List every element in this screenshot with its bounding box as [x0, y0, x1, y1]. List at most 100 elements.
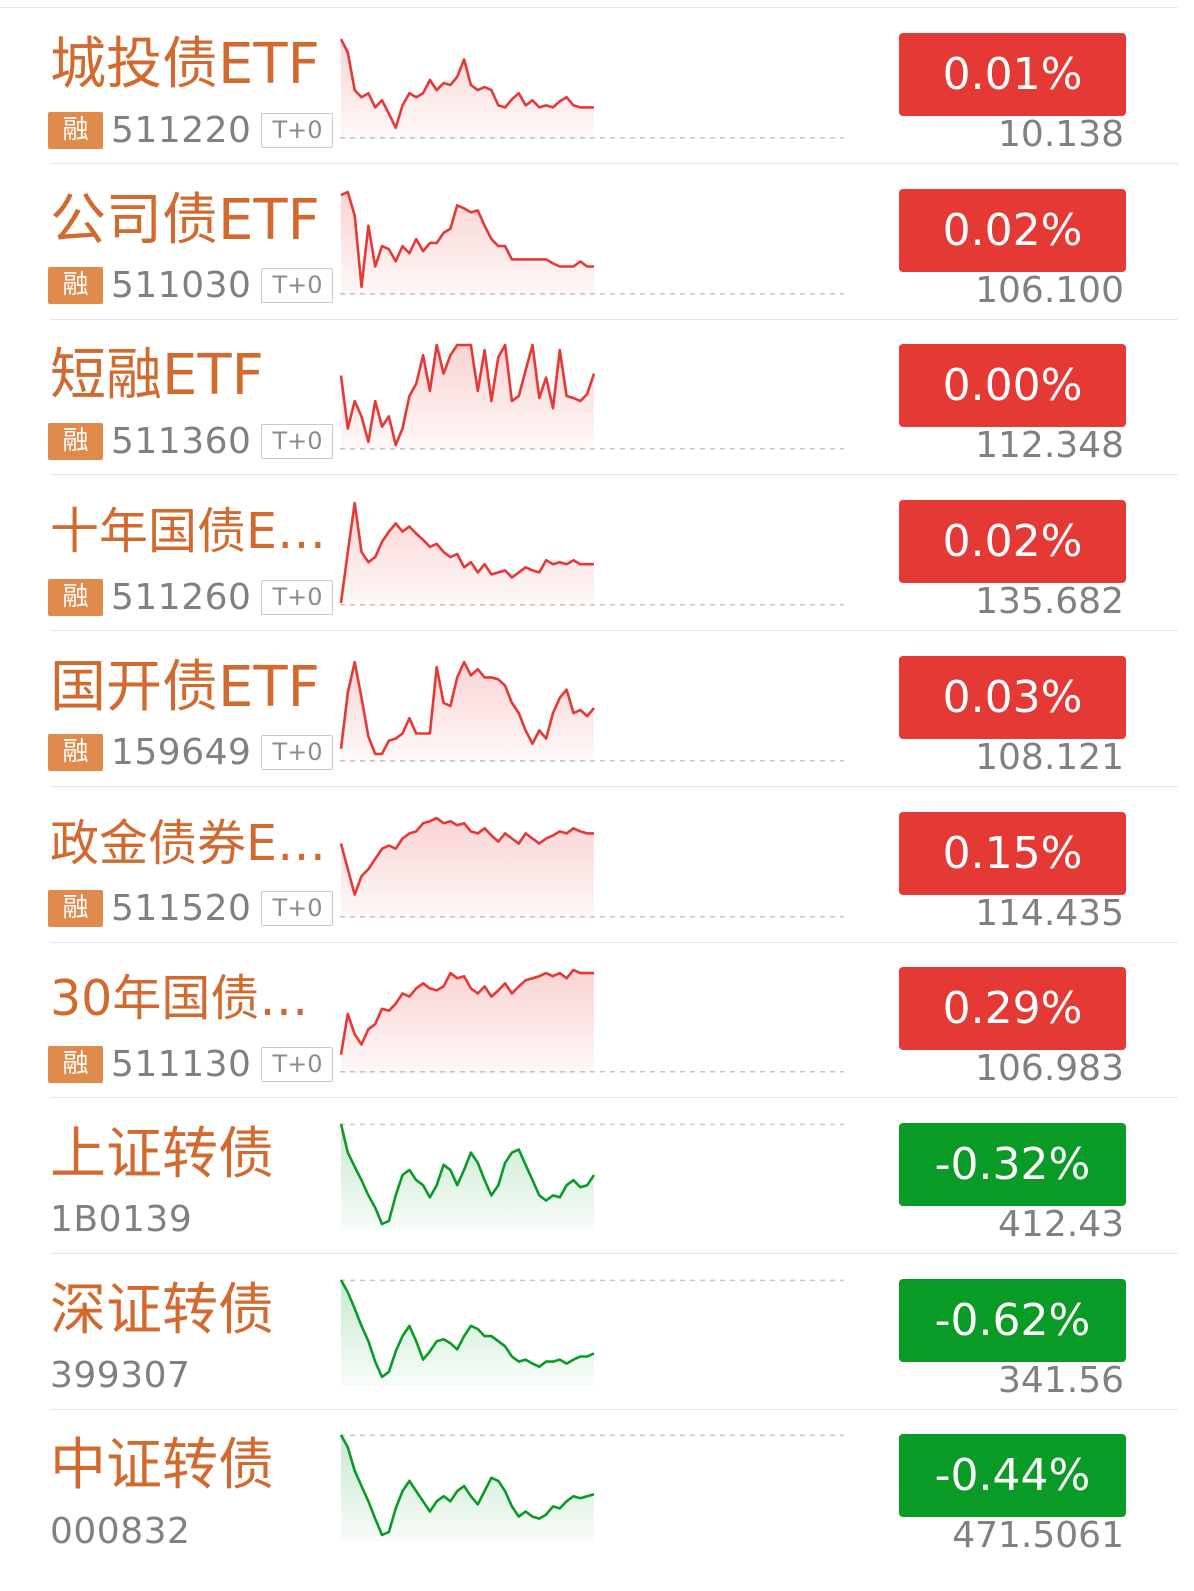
- top-divider: [0, 7, 1178, 8]
- quote-row[interactable]: 中证转债 000832 -0.44% 471.5061: [0, 1409, 1178, 1565]
- security-name: 政金债券ETF: [50, 814, 334, 872]
- margin-badge: 融: [48, 111, 103, 149]
- sparkline-area: [341, 817, 594, 919]
- security-code: 511030: [111, 265, 252, 307]
- security-name: 国开债ETF: [50, 654, 320, 720]
- security-code: 1B0139: [50, 1199, 193, 1241]
- intraday-sparkline: [339, 816, 844, 919]
- quote-row[interactable]: 国开债ETF 融 159649 T+0 0.03% 108.121: [0, 631, 1178, 787]
- last-price: 114.435: [975, 892, 1124, 934]
- sparkline-area: [341, 191, 594, 296]
- security-code: 511520: [111, 888, 252, 929]
- security-meta: 融 511030 T+0: [48, 265, 334, 307]
- quote-row[interactable]: 深证转债 399307 -0.62% 341.56: [0, 1254, 1178, 1410]
- change-percent-badge: 0.02%: [899, 500, 1126, 584]
- last-price: 106.983: [975, 1048, 1124, 1090]
- security-meta: 融 511520 T+0: [48, 888, 334, 929]
- sparkline-line: [340, 190, 594, 288]
- sparkline-line: [339, 38, 594, 130]
- intraday-sparkline: [339, 1434, 844, 1542]
- intraday-sparkline: [339, 1123, 844, 1230]
- change-percent-badge: 0.01%: [899, 33, 1126, 116]
- margin-badge: 融: [48, 422, 103, 460]
- sparkline-area: [341, 1123, 594, 1230]
- last-price: 471.5061: [952, 1515, 1124, 1557]
- t0-tag: T+0: [261, 423, 334, 459]
- intraday-sparkline: [340, 190, 844, 296]
- security-code: 511360: [111, 420, 252, 462]
- security-name: 30年国债ET...: [50, 970, 334, 1028]
- margin-badge: 融: [48, 1045, 103, 1083]
- margin-badge: 融: [48, 267, 103, 305]
- sparkline-line: [339, 1434, 595, 1537]
- security-meta: 融 511220 T+0: [48, 110, 334, 151]
- sparkline-area: [341, 970, 594, 1075]
- intraday-sparkline: [339, 660, 844, 763]
- sparkline-area: [341, 345, 594, 452]
- intraday-sparkline: [339, 38, 844, 140]
- security-code: 511130: [111, 1043, 252, 1085]
- sparkline-area: [341, 503, 594, 608]
- row-divider: [50, 785, 1178, 787]
- row-divider: [50, 318, 1178, 320]
- security-name: 中证转债: [50, 1433, 274, 1499]
- quote-row[interactable]: 城投债ETF 融 511220 T+0 0.01% 10.138: [0, 8, 1178, 164]
- change-percent-badge: 0.03%: [899, 655, 1126, 739]
- quote-row[interactable]: 十年国债ETF 融 511260 T+0 0.02% 135.682: [0, 475, 1178, 632]
- margin-badge: 融: [48, 734, 103, 772]
- security-name: 上证转债: [50, 1121, 274, 1187]
- change-percent-badge: 0.15%: [899, 811, 1126, 895]
- row-divider: [50, 1252, 1178, 1254]
- security-code: 511260: [111, 576, 252, 618]
- last-price: 10.138: [998, 114, 1124, 155]
- t0-tag: T+0: [261, 1046, 334, 1082]
- quote-row[interactable]: 公司债ETF 融 511030 T+0 0.02% 106.100: [0, 164, 1178, 320]
- intraday-sparkline: [339, 968, 844, 1075]
- t0-tag: T+0: [261, 579, 334, 615]
- security-meta: 融 511130 T+0: [48, 1043, 334, 1085]
- quote-row[interactable]: 短融ETF 融 511360 T+0 0.00% 112.348: [0, 319, 1178, 476]
- row-divider: [50, 1408, 1178, 1410]
- change-percent-badge: -0.44%: [899, 1434, 1126, 1518]
- row-divider: [50, 1097, 1178, 1099]
- row-divider: [50, 630, 1178, 632]
- security-meta: 融 159649 T+0: [48, 732, 334, 774]
- sparkline-area: [341, 1435, 594, 1542]
- t0-tag: T+0: [261, 735, 334, 771]
- last-price: 112.348: [975, 425, 1124, 467]
- sparkline-line: [339, 816, 594, 896]
- security-name: 深证转债: [50, 1277, 274, 1343]
- security-name: 城投债ETF: [50, 32, 320, 97]
- sparkline-line: [339, 501, 594, 604]
- security-meta: 399307: [48, 1355, 200, 1397]
- change-percent-badge: -0.32%: [899, 1122, 1126, 1206]
- intraday-sparkline: [339, 344, 844, 452]
- sparkline-line: [339, 1278, 595, 1378]
- sparkline-line: [339, 968, 594, 1056]
- sparkline-area: [341, 661, 594, 763]
- last-price: 108.121: [975, 736, 1124, 778]
- security-meta: 融 511260 T+0: [48, 576, 334, 618]
- security-code: 399307: [50, 1355, 191, 1397]
- sparkline-line: [339, 344, 596, 447]
- change-percent-badge: -0.62%: [899, 1278, 1126, 1362]
- quote-row[interactable]: 政金债券ETF 融 511520 T+0 0.15% 114.435: [0, 787, 1178, 943]
- margin-badge: 融: [48, 890, 103, 927]
- change-percent-badge: 0.29%: [899, 967, 1126, 1051]
- quote-row[interactable]: 30年国债ET... 融 511130 T+0 0.29% 106.983: [0, 942, 1178, 1099]
- intraday-sparkline: [339, 1278, 844, 1386]
- last-price: 106.100: [975, 269, 1124, 311]
- t0-tag: T+0: [261, 112, 334, 148]
- security-name: 公司债ETF: [50, 187, 320, 253]
- security-meta: 1B0139: [48, 1199, 202, 1241]
- quote-row[interactable]: 上证转债 1B0139 -0.32% 412.43: [0, 1098, 1178, 1254]
- sparkline-area: [341, 39, 594, 140]
- t0-tag: T+0: [261, 891, 334, 926]
- row-divider: [50, 163, 1178, 164]
- security-meta: 000832: [48, 1511, 200, 1552]
- intraday-sparkline: [339, 501, 844, 608]
- security-meta: 融 511360 T+0: [48, 420, 334, 462]
- last-price: 412.43: [998, 1203, 1124, 1245]
- security-code: 159649: [111, 732, 252, 774]
- row-divider: [50, 941, 1178, 943]
